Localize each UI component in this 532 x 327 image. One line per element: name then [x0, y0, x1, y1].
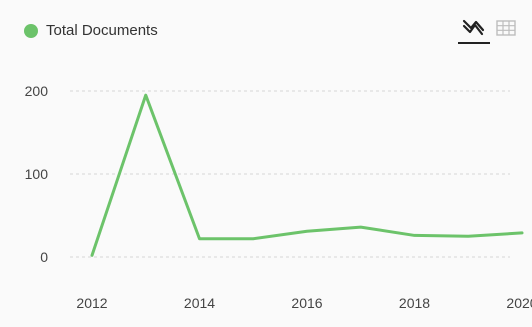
- line-chart-icon: [462, 19, 485, 36]
- data-point[interactable]: [89, 252, 95, 258]
- data-point[interactable]: [304, 228, 310, 234]
- legend: Total Documents: [24, 22, 158, 39]
- data-point[interactable]: [143, 92, 149, 98]
- x-tick-label: 2014: [184, 295, 215, 311]
- series-line-total-documents: [90, 93, 524, 257]
- data-point[interactable]: [250, 236, 256, 242]
- x-tick-label: 2020: [506, 295, 532, 311]
- x-tick-label: 2018: [399, 295, 430, 311]
- table-grid-icon: [496, 20, 516, 36]
- y-tick-label: 200: [25, 83, 49, 99]
- data-point[interactable]: [519, 230, 525, 236]
- x-tick-label: 2012: [76, 295, 107, 311]
- data-point[interactable]: [465, 233, 471, 239]
- table-view-button[interactable]: [490, 14, 522, 42]
- data-point[interactable]: [412, 232, 418, 238]
- legend-marker: [24, 23, 38, 38]
- line-view-button[interactable]: [458, 14, 490, 44]
- y-tick-label: 0: [40, 249, 48, 265]
- view-toggle: [458, 14, 522, 44]
- data-point[interactable]: [358, 224, 364, 230]
- x-tick-label: 2016: [291, 295, 322, 311]
- legend-label: Total Documents: [46, 22, 158, 39]
- y-tick-label: 100: [25, 166, 49, 182]
- data-point[interactable]: [197, 236, 203, 242]
